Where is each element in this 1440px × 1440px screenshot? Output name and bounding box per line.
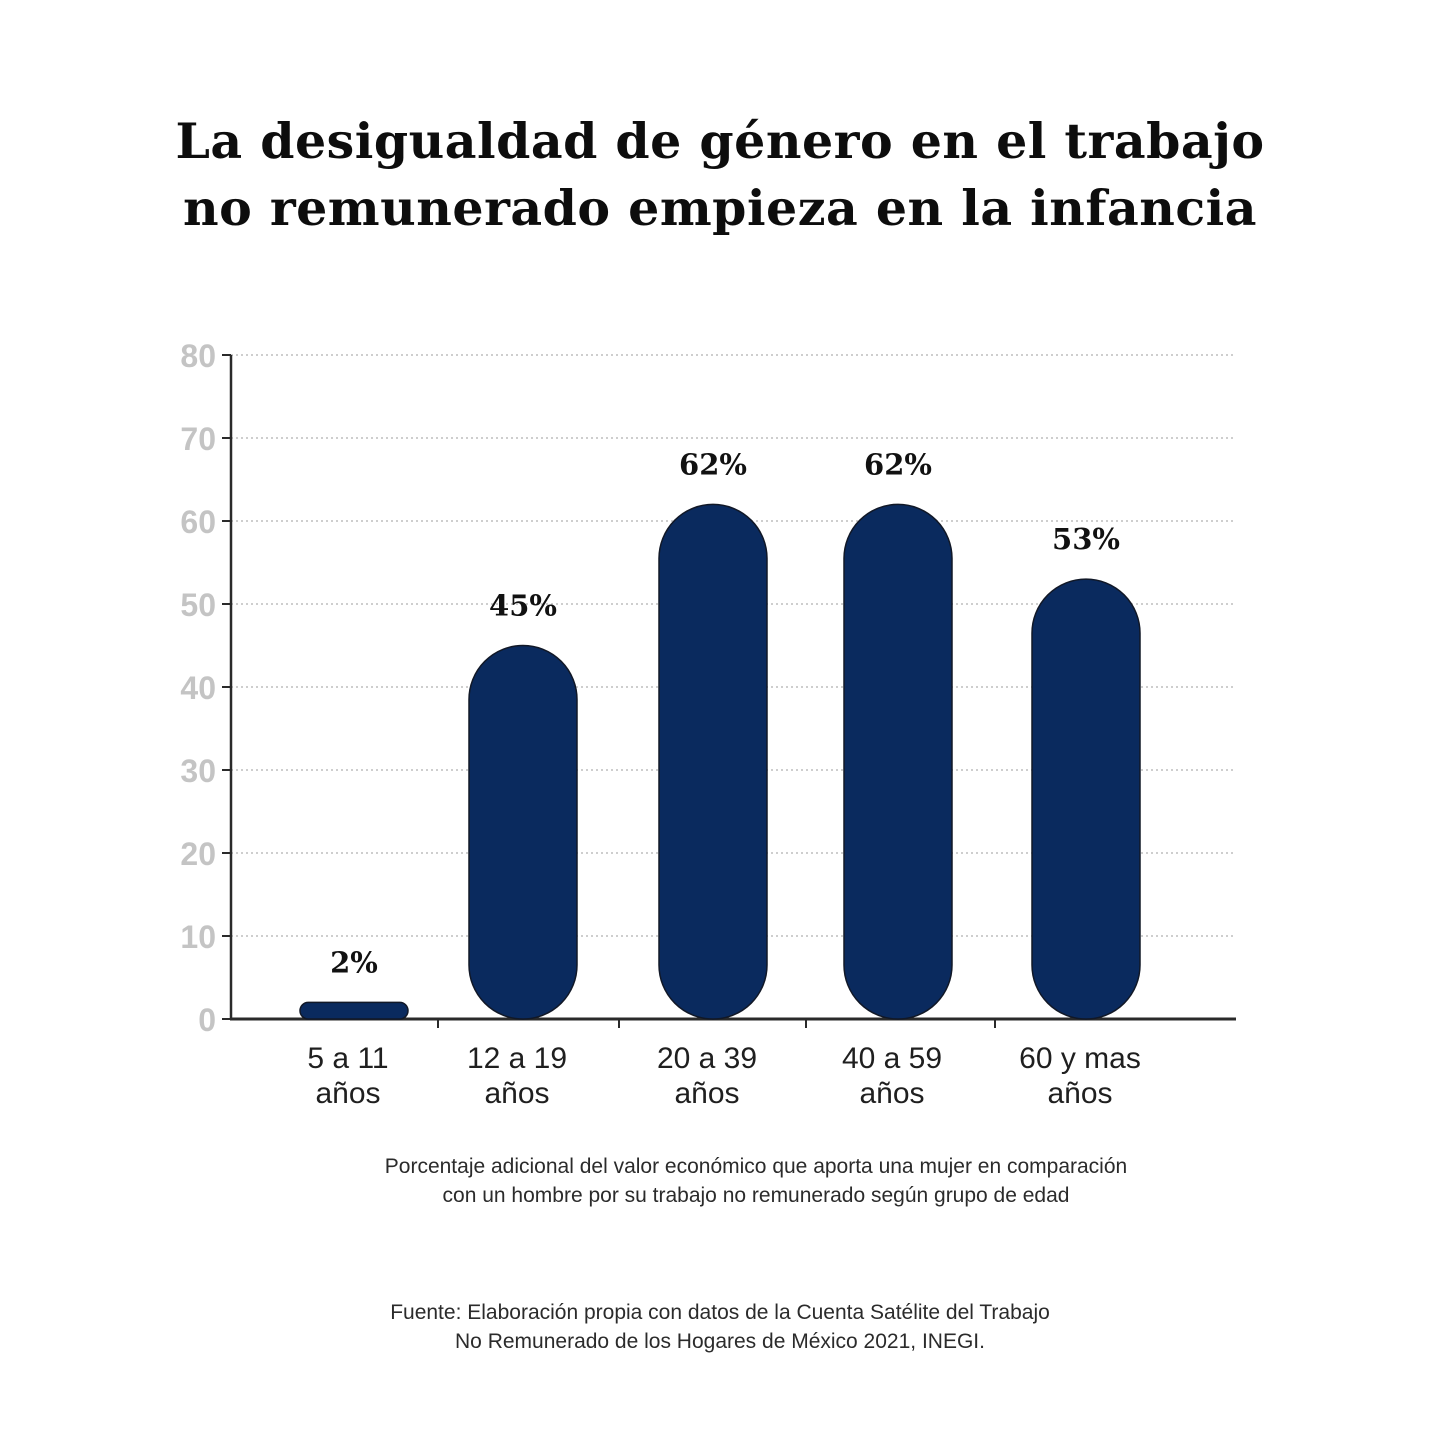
- data-label: 62%: [864, 447, 932, 481]
- x-tick-label: 5 a 11: [307, 1042, 388, 1075]
- y-tick-label: 80: [180, 338, 216, 374]
- bar: [468, 644, 578, 1020]
- x-tick-label: años: [1047, 1077, 1112, 1110]
- x-tick-label: 40 a 59: [842, 1042, 942, 1075]
- data-label: 62%: [679, 447, 747, 481]
- y-tick-label: 40: [180, 670, 216, 706]
- y-tick-label: 50: [180, 587, 216, 623]
- source-note: Fuente: Elaboración propia con datos de …: [0, 1298, 1440, 1356]
- bar: [299, 1001, 409, 1020]
- source-note-line-1: Fuente: Elaboración propia con datos de …: [390, 1301, 1050, 1324]
- x-tick-label: años: [674, 1077, 739, 1110]
- y-tick-label: 60: [180, 504, 216, 540]
- x-tick-label: años: [484, 1077, 549, 1110]
- y-tick-label: 10: [180, 919, 216, 955]
- bar: [843, 503, 953, 1020]
- source-note-line-2: No Remunerado de los Hogares de México 2…: [455, 1330, 985, 1353]
- chart-caption-line-2: con un hombre por su trabajo no remunera…: [442, 1184, 1070, 1207]
- chart-title: La desigualdad de género en el trabajo n…: [0, 108, 1440, 242]
- x-tick-label: años: [315, 1077, 380, 1110]
- x-tick-label: años: [859, 1077, 924, 1110]
- bar: [658, 503, 768, 1020]
- x-tick-label: 12 a 19: [467, 1042, 567, 1075]
- y-tick-label: 20: [180, 836, 216, 872]
- data-label: 53%: [1052, 522, 1120, 556]
- chart-caption-line-1: Porcentaje adicional del valor económico…: [384, 1155, 1128, 1178]
- x-tick-label: 60 y mas: [1019, 1042, 1141, 1075]
- bar: [1031, 578, 1141, 1020]
- y-tick-label: 0: [198, 1002, 216, 1038]
- x-tick-label: 20 a 39: [657, 1042, 757, 1075]
- y-tick-label: 30: [180, 753, 216, 789]
- chart-caption: Porcentaje adicional del valor económico…: [36, 1152, 1440, 1210]
- chart-title-line-1: La desigualdad de género en el trabajo: [175, 112, 1265, 170]
- y-tick-label: 70: [180, 421, 216, 457]
- chart-title-line-2: no remunerado empieza en la infancia: [182, 179, 1258, 237]
- data-label: 45%: [489, 589, 557, 623]
- data-label: 2%: [330, 945, 378, 979]
